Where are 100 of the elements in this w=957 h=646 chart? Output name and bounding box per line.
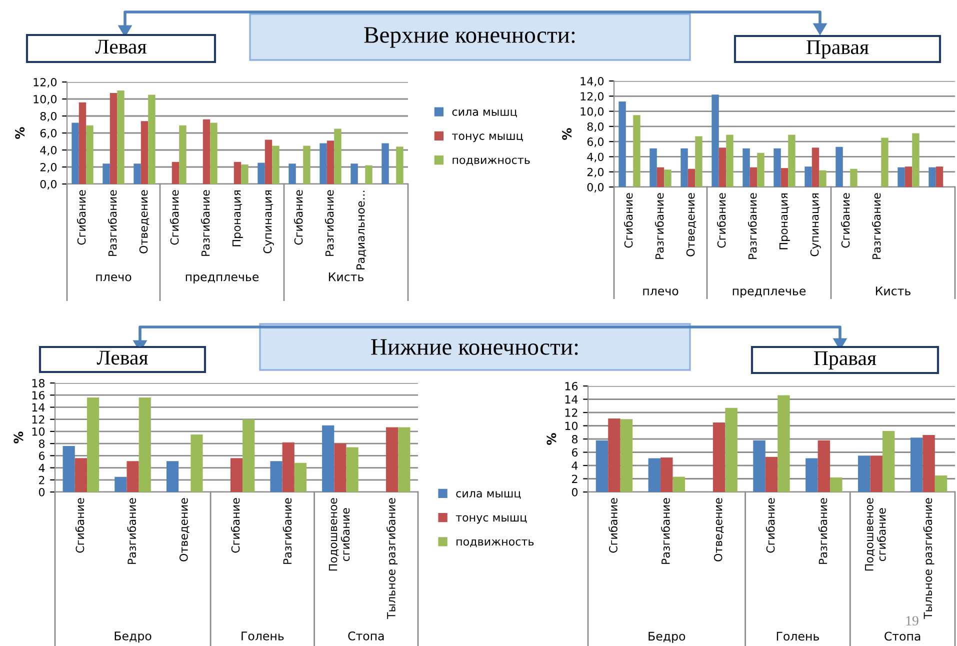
bar (818, 440, 830, 492)
bar (912, 133, 920, 187)
bar (134, 164, 141, 184)
x-tick-label: Сгибание (76, 190, 86, 245)
bar (898, 167, 905, 187)
bar (179, 125, 186, 184)
bar (365, 165, 372, 184)
bar (334, 128, 342, 184)
text: Нижние конечности: (371, 339, 578, 356)
bar (62, 446, 75, 492)
legend-label: тонус мышц (456, 515, 527, 524)
x-tick-label: Сгибание (294, 190, 303, 245)
bar (936, 166, 944, 187)
bar (346, 447, 358, 492)
bar (114, 476, 127, 492)
text: плечо (96, 274, 132, 282)
y-tick-label: 6 (572, 448, 578, 457)
x-tick-label: Пронация (232, 190, 243, 246)
y-tick-label: 18 (32, 378, 45, 388)
x-tick-label: Пронация (779, 194, 790, 250)
bar (202, 119, 210, 184)
text: плечо (643, 288, 678, 296)
x-tick-label: Отведение (179, 498, 190, 562)
text: Стопа (348, 631, 384, 640)
bar (695, 136, 702, 187)
y-tick-label: 4,0 (587, 152, 604, 162)
bar (620, 419, 633, 492)
bar (166, 461, 179, 492)
bar (672, 476, 685, 492)
bar (648, 458, 661, 492)
y-tick-label: 0,0 (587, 182, 604, 193)
x-tick-label: Сгибание (608, 498, 618, 553)
bar (102, 164, 110, 184)
y-tick-label: 10,0 (580, 107, 604, 117)
bar (712, 94, 719, 187)
bar (778, 395, 790, 492)
bar (303, 146, 310, 184)
text: предплечье (186, 274, 259, 284)
chart-title: Левая (95, 40, 146, 54)
y-tick-label: 12 (565, 408, 578, 417)
bar (334, 444, 346, 492)
bar (396, 146, 404, 184)
y-tick-label: 10,0 (34, 94, 57, 105)
x-tick-label: Разгибание (108, 190, 117, 256)
bar (350, 164, 358, 184)
y-tick-label: 8,0 (40, 112, 57, 122)
bar (110, 93, 118, 184)
y-axis-title: % (562, 128, 572, 140)
bar (680, 148, 688, 187)
legend-label: тонус мышц (452, 134, 523, 142)
bar (928, 167, 936, 187)
bar (608, 418, 620, 492)
chart-title: Правая (806, 40, 869, 58)
bar (596, 440, 608, 492)
text: Кисть (876, 286, 910, 296)
x-tick-label: Подошвеное сгибание (328, 498, 350, 571)
bar (86, 125, 94, 184)
y-tick-label: 12,0 (580, 92, 604, 102)
legend-label: сила мышц (452, 110, 517, 118)
chart-title: Левая (96, 350, 148, 365)
bar (241, 164, 248, 184)
bar (86, 398, 100, 492)
bar (148, 94, 156, 184)
y-tick-label: 8 (38, 440, 45, 448)
text: Бедро (114, 632, 152, 643)
x-tick-label: Сгибание (840, 193, 850, 248)
bar (230, 458, 243, 492)
bar (282, 442, 294, 492)
bar (718, 148, 726, 187)
text: Стопа (884, 632, 920, 641)
bar (633, 115, 640, 187)
bar (750, 167, 758, 187)
bar (881, 138, 888, 187)
bar (270, 461, 282, 492)
y-axis-title: % (15, 127, 25, 139)
bar (242, 419, 255, 492)
text: предплечье (732, 288, 806, 298)
x-tick-label: Разгибание (282, 498, 292, 564)
bar (78, 102, 86, 184)
y-axis-title: % (14, 432, 24, 444)
bar (910, 438, 923, 492)
y-tick-label: 12,0 (34, 78, 57, 88)
bar (272, 146, 280, 184)
x-tick-label: Отведение (139, 190, 150, 254)
bar (258, 162, 265, 184)
x-tick-label: Радиальное… (356, 190, 366, 270)
legend-label: подвижность (456, 539, 534, 548)
bar (234, 162, 242, 184)
bar (117, 90, 124, 184)
bar (264, 140, 272, 184)
bar (190, 434, 203, 492)
x-tick-label: Сгибание (624, 193, 633, 248)
y-tick-label: 0 (572, 488, 578, 496)
x-tick-label: Разгибание (818, 498, 828, 564)
y-tick-label: 16 (32, 391, 45, 400)
bar (326, 140, 334, 184)
bar (858, 456, 870, 492)
x-tick-label: Разгибание (127, 498, 136, 564)
y-tick-label: 2 (39, 476, 44, 484)
bar (210, 122, 218, 184)
